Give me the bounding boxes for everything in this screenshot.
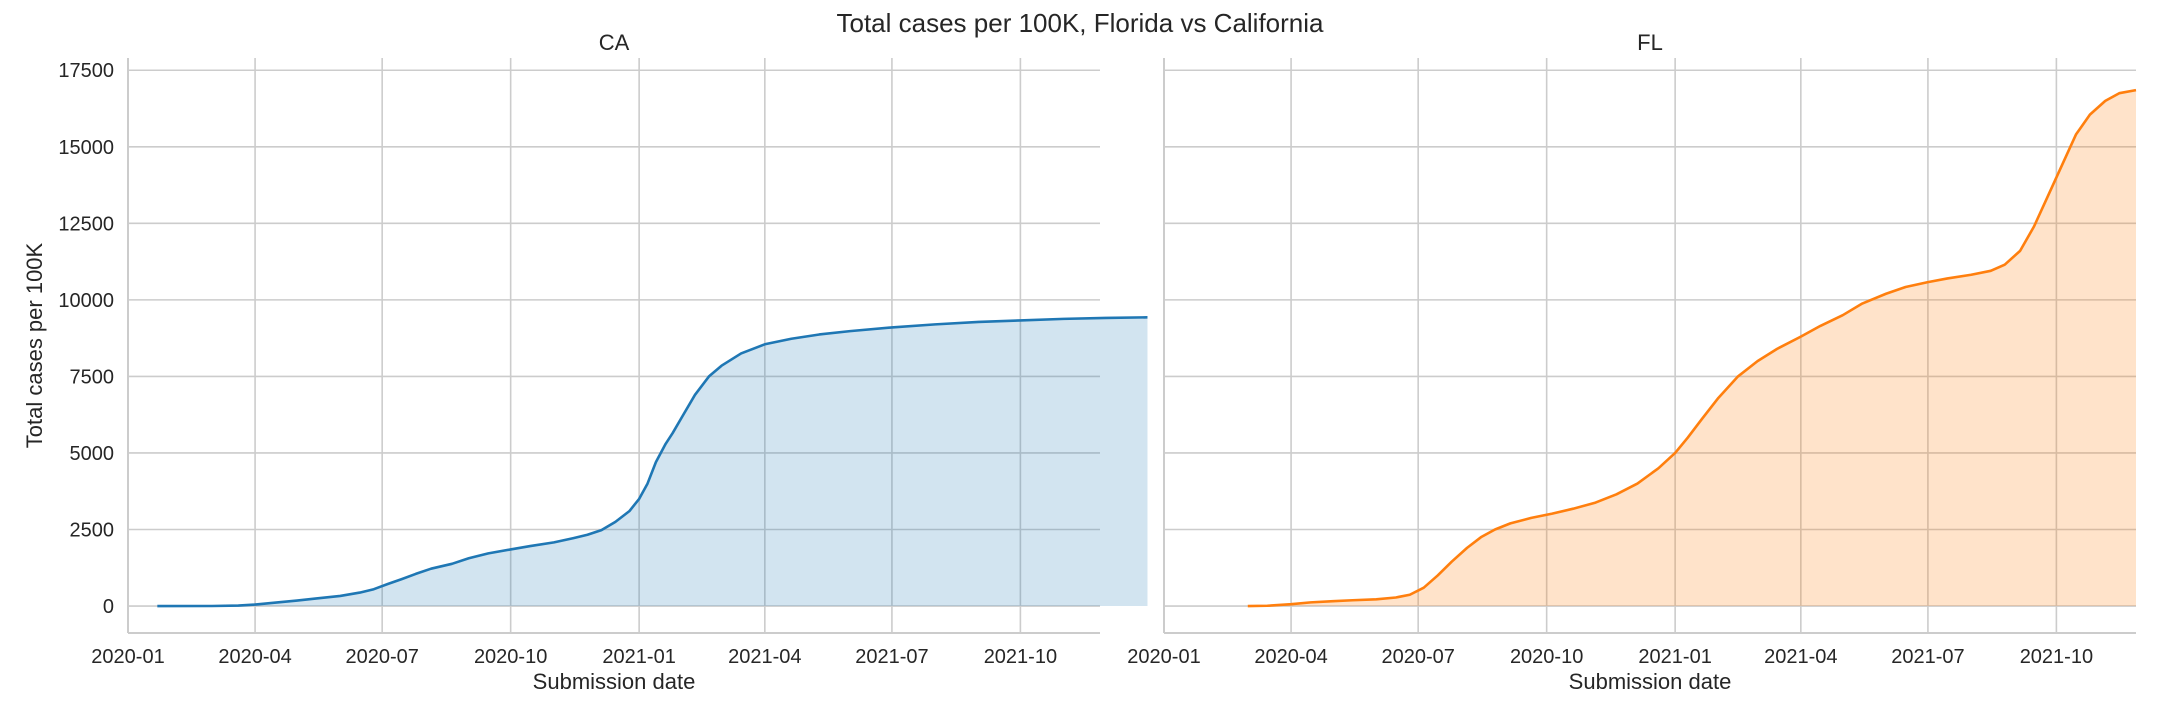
- fl-x-tick-label: 2020-01: [1127, 646, 1200, 668]
- fl-x-tick-label: 2020-10: [1510, 646, 1583, 668]
- figure-title: Total cases per 100K, Florida vs Califor…: [836, 8, 1324, 38]
- ca-y-tick-label: 12500: [58, 213, 114, 235]
- ca-area-fill: [157, 317, 1148, 607]
- fl-series-line: [1247, 88, 2137, 608]
- ca-x-tick-label: 2020-07: [345, 646, 418, 668]
- fl-x-tick-label: 2020-07: [1381, 646, 1454, 668]
- ca-x-tick-label: 2020-04: [218, 646, 291, 668]
- ca-y-tick-label: 15000: [58, 137, 114, 159]
- ca-series-line: [157, 316, 1148, 608]
- ca-y-tick-label: 17500: [58, 60, 114, 82]
- fl-x-tick-label: 2021-01: [1638, 646, 1711, 668]
- fl-area-fill: [1247, 90, 2136, 607]
- ca-x-tick-label: 2020-10: [474, 646, 547, 668]
- ca-x-tick-label: 2021-04: [728, 646, 801, 668]
- fl-x-tick-label: 2020-04: [1254, 646, 1327, 668]
- fl-x-axis-label: Submission date: [1569, 669, 1732, 694]
- ca-x-tick-label: 2021-01: [602, 646, 675, 668]
- ca-y-tick-label: 0: [103, 596, 114, 618]
- ca-x-axis-label: Submission date: [533, 669, 696, 694]
- ca-panel-title: CA: [599, 30, 630, 55]
- fl-x-tick-label: 2021-07: [1891, 646, 1964, 668]
- ca-x-tick-label: 2021-10: [984, 646, 1057, 668]
- ca-y-axis-label: Total cases per 100K: [22, 242, 47, 448]
- ca-y-tick-label: 5000: [70, 443, 115, 465]
- ca-y-tick-label: 2500: [70, 520, 115, 542]
- ca-y-tick-label: 10000: [58, 290, 114, 312]
- ca-x-tick-label: 2021-07: [855, 646, 928, 668]
- fl-x-tick-label: 2021-10: [2020, 646, 2093, 668]
- ca-y-tick-label: 7500: [70, 366, 115, 388]
- fl-panel-title: FL: [1637, 30, 1663, 55]
- ca-x-tick-label: 2020-01: [91, 646, 164, 668]
- fl-x-tick-label: 2021-04: [1764, 646, 1837, 668]
